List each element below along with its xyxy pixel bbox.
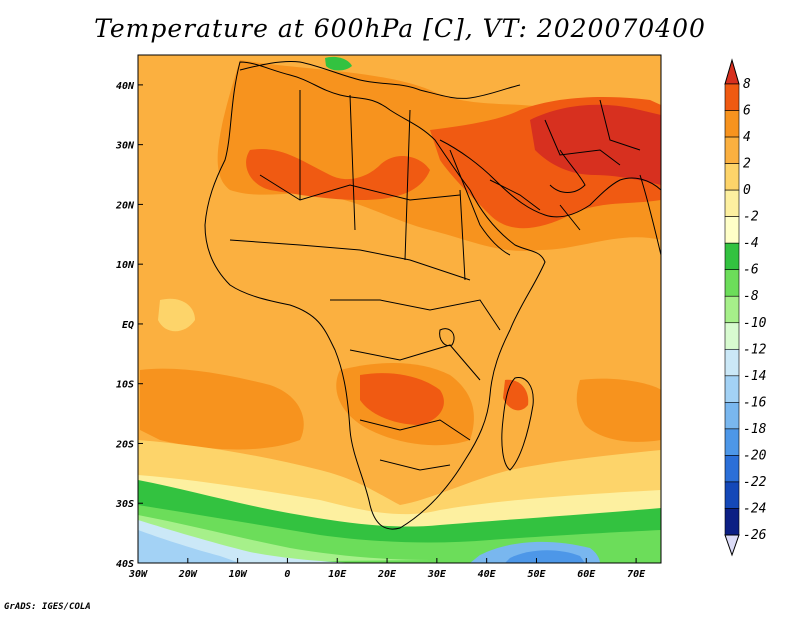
colorbar-segment bbox=[724, 402, 740, 430]
colorbar-label: 6 bbox=[743, 104, 751, 119]
border-4 bbox=[330, 299, 501, 331]
y-tick-label: 20S bbox=[115, 439, 134, 450]
temperature-field bbox=[138, 55, 661, 563]
field-south-minus18 bbox=[505, 550, 585, 563]
x-axis-ticks: 30W 20W 10W 0 10E 20E 30E 40E 50E 60E 70E bbox=[128, 558, 646, 580]
red-sea bbox=[449, 149, 511, 256]
field-cool-spot-north bbox=[158, 298, 195, 332]
border-6 bbox=[359, 419, 471, 441]
y-tick-label: 30N bbox=[115, 141, 135, 152]
med-north bbox=[239, 61, 521, 99]
colorbar-top-arrow bbox=[724, 58, 740, 85]
colorbar-label: 8 bbox=[743, 77, 751, 92]
x-tick-label: 10W bbox=[229, 569, 248, 580]
colorbar-segment bbox=[724, 508, 740, 536]
colorbar-label: -20 bbox=[743, 448, 767, 463]
colorbar-label: -14 bbox=[743, 369, 766, 384]
colorbar-segment bbox=[724, 110, 740, 138]
colorbar-label: -10 bbox=[743, 316, 767, 331]
y-tick-label: 10N bbox=[116, 260, 135, 271]
colorbar-label: -2 bbox=[743, 210, 759, 225]
colorbar-segment bbox=[724, 428, 740, 456]
border-2 bbox=[299, 90, 466, 281]
border-5 bbox=[349, 344, 481, 381]
x-tick-label: 60E bbox=[577, 569, 596, 580]
gulf-coast bbox=[549, 149, 586, 193]
x-tick-label: 20E bbox=[377, 569, 397, 580]
lake-victoria bbox=[439, 328, 455, 347]
colorbar-segment bbox=[724, 481, 740, 509]
y-tick-label: 20N bbox=[115, 200, 135, 211]
border-8 bbox=[544, 99, 641, 166]
coastlines bbox=[204, 61, 661, 530]
colorbar-label: -26 bbox=[743, 528, 767, 543]
colorbar-segment bbox=[724, 83, 740, 111]
madagascar-outline bbox=[501, 376, 534, 471]
x-tick-label: 40E bbox=[478, 569, 497, 580]
colorbar-label: -4 bbox=[743, 236, 759, 251]
colorbar-segment bbox=[724, 163, 740, 191]
colorbar-segment bbox=[724, 216, 740, 244]
y-tick-label: 40N bbox=[116, 81, 135, 92]
colorbar-segment bbox=[724, 242, 740, 271]
y-tick-label: 30S bbox=[115, 499, 134, 510]
colorbar-label: 4 bbox=[743, 130, 751, 145]
colorbar-segment bbox=[724, 189, 740, 217]
border-7 bbox=[379, 459, 451, 471]
colorbar-label: -8 bbox=[743, 289, 759, 304]
chart-title: Temperature at 600hPa [C], VT: 202007040… bbox=[94, 14, 706, 43]
colorbar-label: -22 bbox=[743, 475, 767, 490]
x-tick-label: 10E bbox=[328, 569, 347, 580]
x-tick-label: 30E bbox=[427, 569, 447, 580]
x-tick-label: 70E bbox=[627, 569, 646, 580]
field-southern-africa-6 bbox=[360, 373, 444, 425]
credit-text: GrADS: IGES/COLA bbox=[4, 602, 91, 612]
colorbar-segment bbox=[724, 375, 740, 403]
field-atlantic-4 bbox=[140, 368, 304, 450]
field-iran-8 bbox=[530, 104, 661, 185]
colorbar-label: -12 bbox=[743, 342, 767, 357]
y-tick-label: 10S bbox=[116, 380, 134, 391]
colorbar-label: -24 bbox=[743, 501, 766, 516]
colorbar-label: 0 bbox=[743, 183, 751, 198]
field-indian-4 bbox=[576, 378, 661, 442]
colorbar-segment bbox=[724, 295, 740, 324]
colorbar-label: 2 bbox=[743, 157, 751, 172]
africa-outline bbox=[204, 61, 546, 530]
colorbar-segment bbox=[724, 455, 740, 483]
colorbar-segment bbox=[724, 348, 740, 377]
colorbar: 8 6 4 2 0 -2 -4 -6 -8 -10 -12 -14 -16 -18 -20 -22 -24 -26 bbox=[724, 58, 767, 557]
arabia-outline bbox=[439, 139, 661, 218]
y-tick-label: 40S bbox=[116, 559, 134, 570]
x-tick-label: 50E bbox=[527, 569, 546, 580]
field-sahara-6 bbox=[246, 149, 430, 200]
field-south-minus14 bbox=[138, 530, 240, 563]
y-tick-label: EQ bbox=[122, 320, 134, 331]
colorbar-segment bbox=[724, 136, 740, 164]
y-axis-ticks: 40S 30S 20S 10S EQ 10N 20N 30N 40N bbox=[115, 81, 143, 570]
colorbar-segment bbox=[724, 269, 740, 297]
colorbar-label: -6 bbox=[743, 263, 759, 278]
field-alps-cold bbox=[325, 56, 352, 71]
colorbar-bottom-arrow bbox=[724, 534, 740, 557]
india-coast bbox=[639, 174, 661, 256]
colorbar-segment bbox=[724, 322, 740, 350]
colorbar-label: -18 bbox=[743, 422, 767, 437]
colorbar-label: -16 bbox=[743, 395, 767, 410]
border-1 bbox=[259, 174, 461, 201]
map-frame bbox=[137, 54, 662, 564]
x-tick-label: 20W bbox=[178, 569, 198, 580]
border-9 bbox=[489, 179, 581, 231]
x-tick-label: 30W bbox=[128, 569, 148, 580]
border-3 bbox=[229, 239, 471, 281]
x-tick-label: 0 bbox=[284, 569, 290, 580]
